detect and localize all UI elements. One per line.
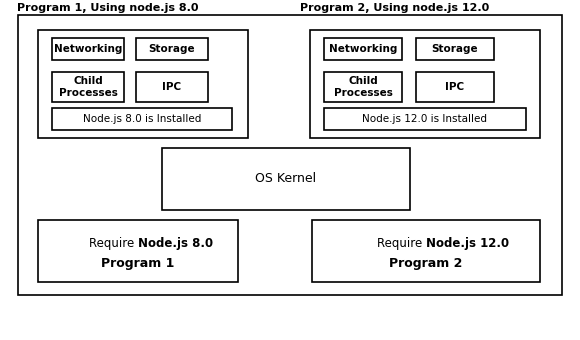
Bar bbox=[52, 108, 232, 130]
Bar bbox=[310, 30, 540, 138]
Text: Require: Require bbox=[89, 237, 138, 250]
Bar bbox=[136, 72, 208, 102]
Text: Program 2, Using node.js 12.0: Program 2, Using node.js 12.0 bbox=[300, 3, 490, 13]
Bar bbox=[312, 220, 540, 282]
Text: Node.js 8.0: Node.js 8.0 bbox=[138, 237, 213, 250]
Bar bbox=[324, 108, 526, 130]
Text: Child
Processes: Child Processes bbox=[59, 76, 117, 98]
Text: Storage: Storage bbox=[148, 44, 195, 54]
Text: IPC: IPC bbox=[162, 82, 182, 92]
Bar bbox=[416, 72, 494, 102]
Bar bbox=[416, 38, 494, 60]
Text: Child
Processes: Child Processes bbox=[334, 76, 393, 98]
Bar bbox=[38, 30, 248, 138]
Bar bbox=[162, 148, 410, 210]
Text: Node.js 12.0 is Installed: Node.js 12.0 is Installed bbox=[362, 114, 488, 124]
Text: Networking: Networking bbox=[329, 44, 397, 54]
Text: Program 1: Program 1 bbox=[102, 256, 175, 270]
Bar bbox=[324, 72, 402, 102]
Bar bbox=[52, 72, 124, 102]
Bar bbox=[18, 15, 562, 295]
Text: Node.js 8.0 is Installed: Node.js 8.0 is Installed bbox=[83, 114, 201, 124]
Text: Networking: Networking bbox=[54, 44, 122, 54]
Text: IPC: IPC bbox=[445, 82, 465, 92]
Bar bbox=[52, 38, 124, 60]
Bar bbox=[38, 220, 238, 282]
Bar bbox=[324, 38, 402, 60]
Text: Node.js 12.0: Node.js 12.0 bbox=[426, 237, 509, 250]
Bar bbox=[136, 38, 208, 60]
Text: Storage: Storage bbox=[432, 44, 478, 54]
Text: Program 2: Program 2 bbox=[389, 256, 463, 270]
Text: Program 1, Using node.js 8.0: Program 1, Using node.js 8.0 bbox=[17, 3, 199, 13]
Text: Require: Require bbox=[377, 237, 426, 250]
Text: OS Kernel: OS Kernel bbox=[255, 172, 317, 186]
